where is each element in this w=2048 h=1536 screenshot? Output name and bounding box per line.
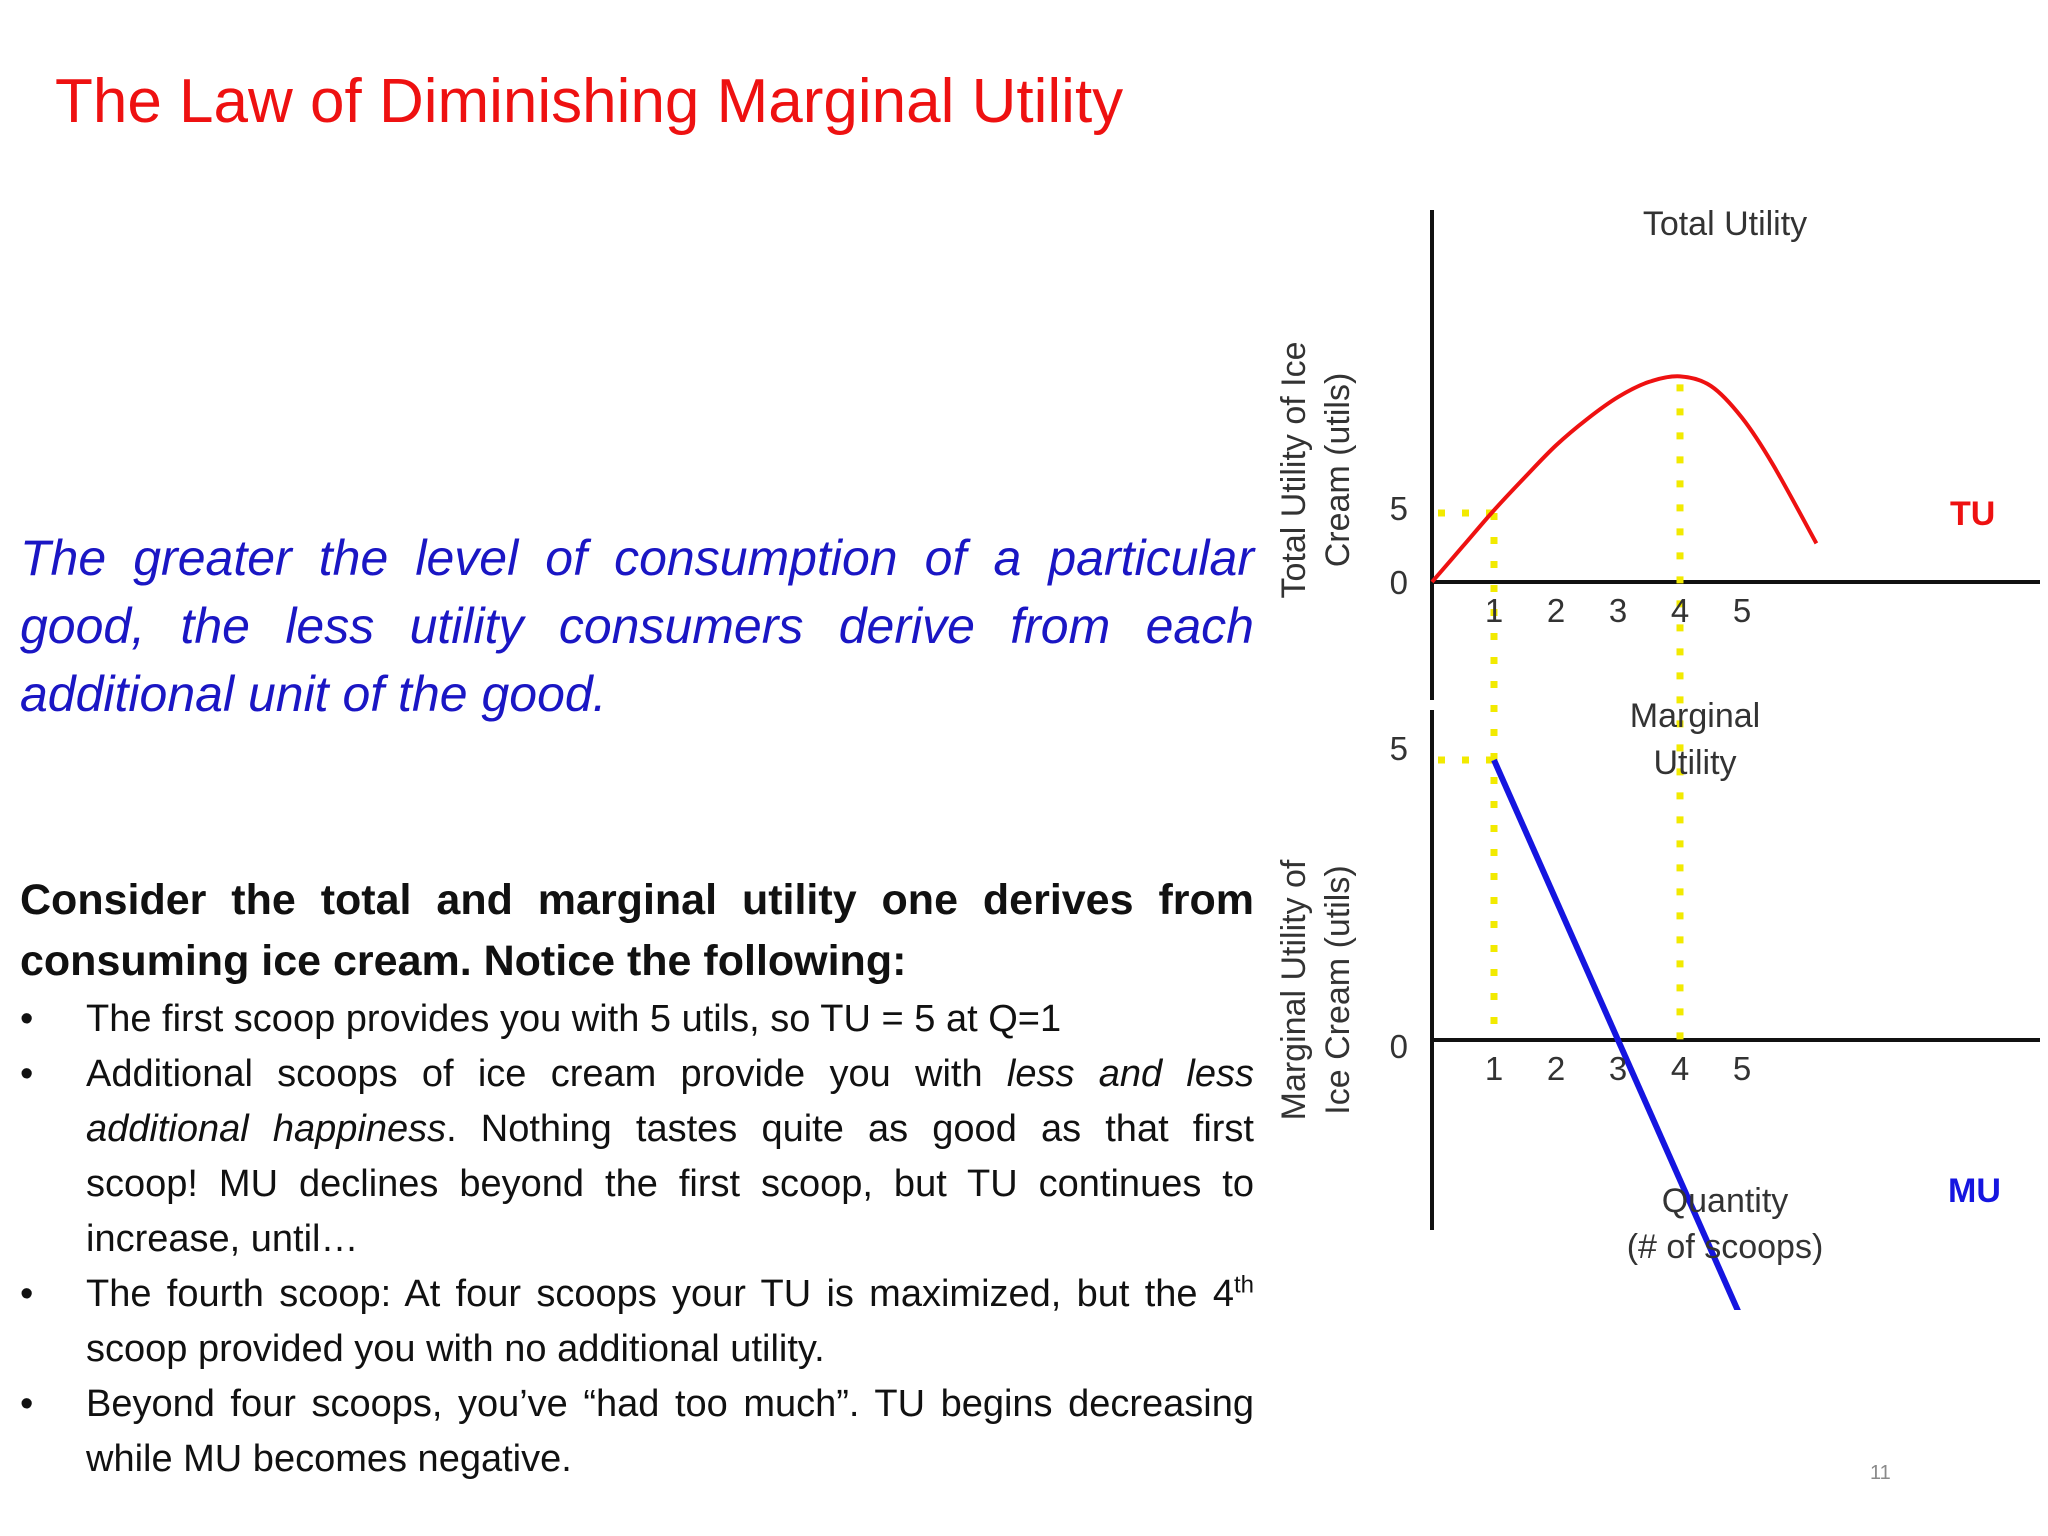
mu-x-tick: 2: [1547, 1050, 1565, 1087]
mu-x-label: (# of scoops): [1627, 1228, 1824, 1266]
tu-curve: [1430, 374, 1819, 584]
consider-heading: Consider the total and marginal utility …: [20, 876, 1254, 985]
bullet-text: scoop provided you with no additional ut…: [86, 1328, 825, 1370]
tu-x-ticks: 1 2 3 4 5: [1485, 592, 1751, 629]
mu-x-ticks: 1 2 3 4 5: [1485, 1050, 1751, 1087]
mu-x-tick: 3: [1609, 1050, 1627, 1087]
tu-chart-title: Total Utility: [1643, 205, 1807, 243]
mu-y-label: Marginal Utility of: [1275, 859, 1313, 1120]
bullet-text: . Nothing tastes quite as good as that f…: [86, 1108, 1254, 1260]
tu-x-tick: 3: [1609, 592, 1627, 629]
bullet-text: Beyond four scoops, you’ve “had too much…: [86, 1383, 1254, 1480]
bullet-emphasis: less and less additional happiness: [86, 1053, 1254, 1150]
mu-chart-title: Marginal: [1630, 697, 1760, 735]
bullet-dot: •: [20, 1273, 34, 1315]
tu-x-tick: 5: [1733, 592, 1751, 629]
mu-y-tick: 0: [1390, 1028, 1408, 1065]
ordinal-suffix: th: [1233, 1271, 1254, 1299]
tu-x-tick: 2: [1547, 592, 1565, 629]
bullet-item: • Additional scoops of ice cream provide…: [20, 1047, 1254, 1267]
page-number: 11: [1870, 1462, 1891, 1484]
mu-x-tick: 5: [1733, 1050, 1751, 1087]
tu-y-tick: 5: [1390, 490, 1408, 527]
mu-x-label: Quantity: [1662, 1182, 1789, 1220]
tu-origin-label: 0: [1390, 564, 1408, 601]
tu-x-tick: 1: [1485, 592, 1503, 629]
tu-y-label: Cream (utils): [1319, 373, 1357, 568]
slide-title: The Law of Diminishing Marginal Utility: [55, 67, 1124, 136]
bullet-item: • The fourth scoop: At four scoops your …: [20, 1267, 1254, 1377]
mu-series-label: MU: [1948, 1172, 2001, 1210]
mu-x-tick: 4: [1671, 1050, 1689, 1087]
bullet-dot: •: [20, 998, 34, 1040]
reference-lines: [1438, 384, 1684, 1040]
lead-statement: The greater the level of consumption of …: [20, 530, 1254, 722]
mu-x-tick: 1: [1485, 1050, 1503, 1087]
bullet-text: The first scoop provides you with 5 util…: [86, 998, 1062, 1040]
utility-charts: Total Utility Marginal Utility TU MU Tot…: [1275, 205, 2040, 1310]
mu-chart-title: Utility: [1653, 744, 1736, 782]
tu-y-label: Total Utility of Ice: [1275, 342, 1313, 599]
mu-curve: [1491, 758, 1741, 1310]
mu-y-tick: 5: [1390, 730, 1408, 767]
bullet-dot: •: [20, 1383, 34, 1425]
bullet-item: • Beyond four scoops, you’ve “had too mu…: [20, 1377, 1254, 1487]
bullet-item: • The first scoop provides you with 5 ut…: [20, 992, 1254, 1047]
bullet-text: The fourth scoop: At four scoops your TU…: [86, 1273, 1234, 1315]
tu-series-label: TU: [1950, 495, 1995, 533]
bullet-list: • The first scoop provides you with 5 ut…: [20, 992, 1254, 1487]
tu-x-tick: 4: [1671, 592, 1689, 629]
bullet-text: Additional scoops of ice cream provide y…: [86, 1053, 1007, 1095]
bullet-dot: •: [20, 1053, 34, 1095]
mu-y-label: Ice Cream (utils): [1319, 865, 1357, 1114]
